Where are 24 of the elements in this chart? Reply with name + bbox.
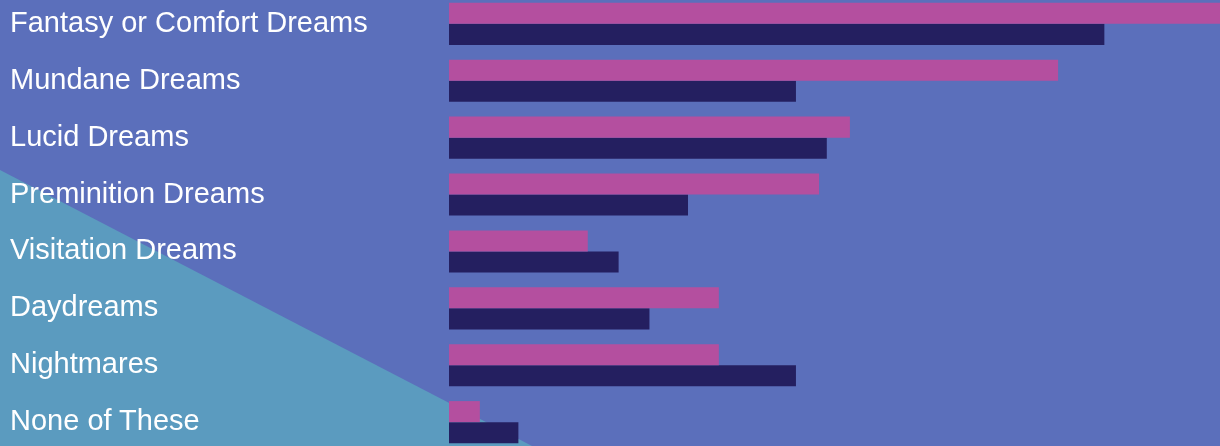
bar: [449, 365, 796, 387]
bar: [449, 173, 820, 195]
bar: [449, 194, 689, 216]
y-tick-label: Lucid Dreams: [10, 119, 189, 152]
bar: [449, 287, 719, 309]
y-tick-label: Mundane Dreams: [10, 62, 241, 95]
bar: [449, 59, 1059, 81]
y-tick-label: Preminition Dreams: [10, 176, 265, 209]
y-tick-label: None of These: [10, 404, 200, 437]
bar: [449, 230, 588, 252]
y-tick-label: Fantasy or Comfort Dreams: [10, 5, 368, 38]
bar: [449, 344, 719, 366]
y-tick-label: Nightmares: [10, 347, 159, 380]
y-tick-label: Visitation Dreams: [10, 233, 237, 266]
bar: [449, 2, 1220, 24]
bar: [449, 80, 796, 102]
bar: [449, 401, 480, 423]
bar: [449, 23, 1105, 45]
bar: [449, 422, 519, 444]
bar: [449, 251, 619, 273]
bar: [449, 308, 650, 330]
y-tick-label: Daydreams: [10, 290, 159, 323]
bar: [449, 137, 827, 159]
bar: [449, 116, 850, 138]
